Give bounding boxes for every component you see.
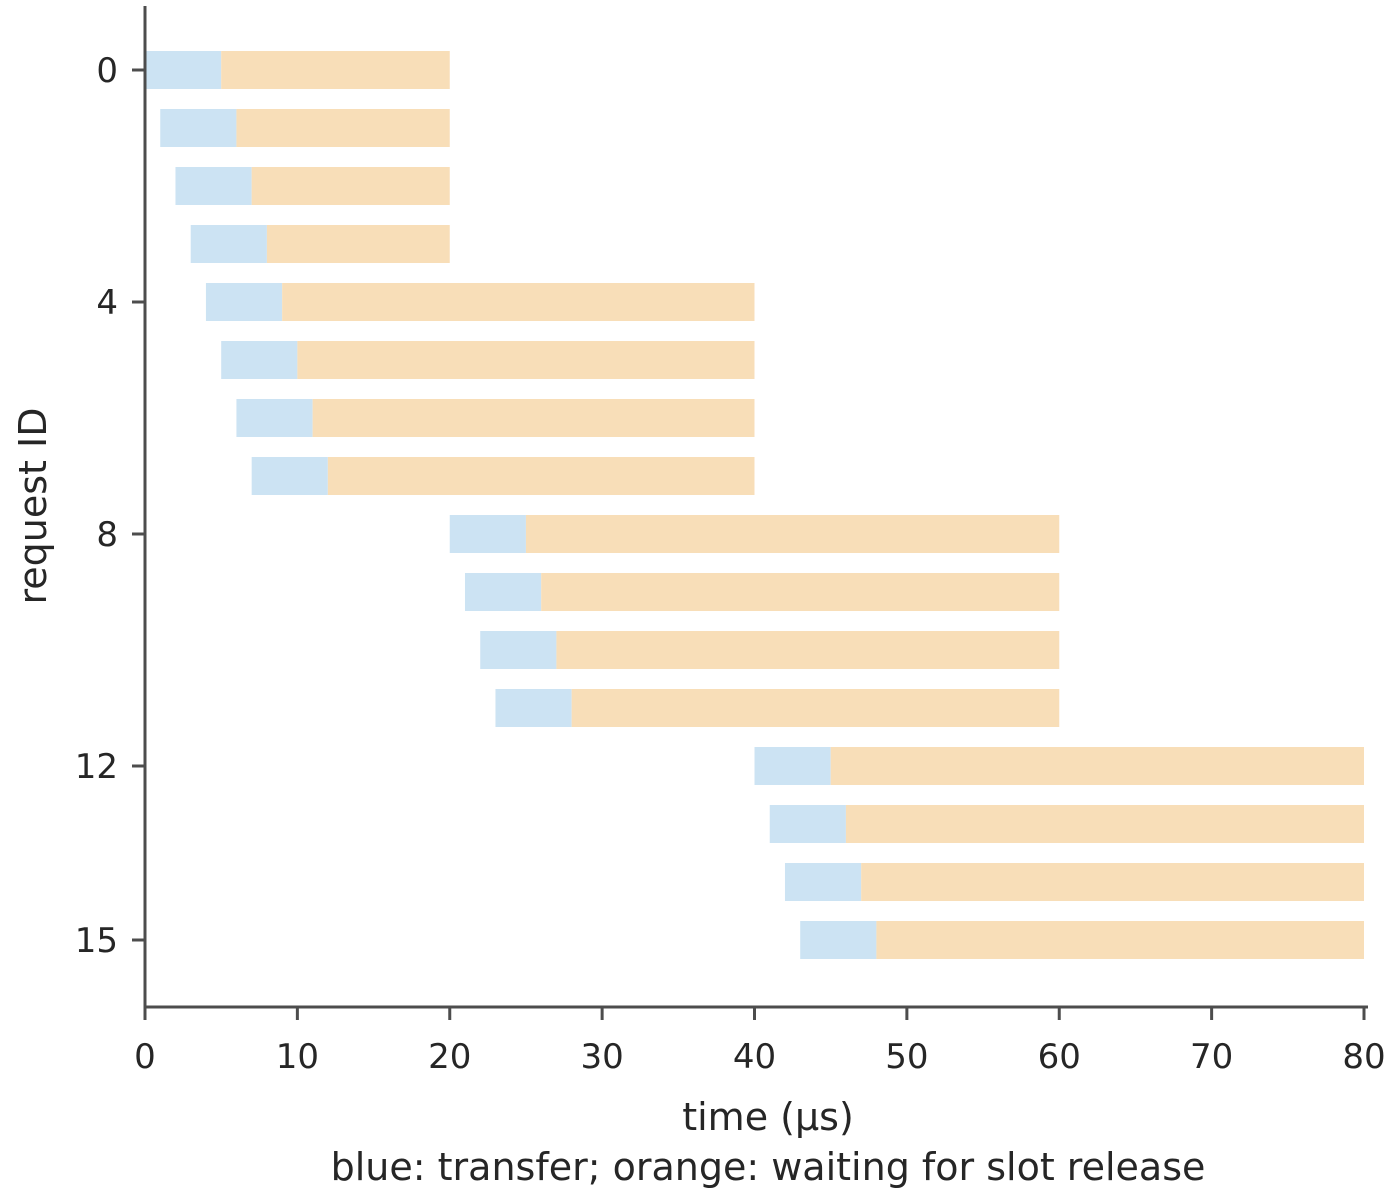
y-axis-label: request ID [11, 408, 55, 605]
transfer-bar-request-7 [251, 457, 328, 495]
x-ticks: 0 10 20 30 40 50 60 70 80 [134, 1008, 1386, 1077]
waiting-bar-request-5 [297, 341, 755, 379]
transfer-bar-request-10 [480, 631, 557, 669]
transfer-bar-request-3 [190, 225, 267, 263]
y-ticks: 0 4 8 12 15 [75, 51, 145, 961]
y-tick-label: 15 [75, 921, 118, 961]
waiting-bar-request-3 [266, 225, 450, 263]
x-tick-label: 0 [134, 1037, 156, 1077]
x-tick-label: 70 [1190, 1037, 1233, 1077]
waiting-bar-request-12 [830, 747, 1364, 785]
x-tick-label: 20 [428, 1037, 471, 1077]
x-tick-label: 80 [1342, 1037, 1385, 1077]
x-axis-label: time (µs) [682, 1095, 854, 1139]
transfer-bar-request-8 [449, 515, 526, 553]
transfer-bar-request-14 [784, 863, 862, 901]
transfer-bar-request-1 [160, 109, 237, 147]
transfer-bar-request-15 [800, 921, 877, 959]
transfer-bar-request-11 [495, 689, 572, 727]
x-tick-label: 40 [733, 1037, 776, 1077]
waiting-bar-request-7 [327, 457, 755, 495]
axes-layer [143, 6, 1368, 1009]
waiting-bar-request-9 [541, 573, 1060, 611]
waiting-bar-request-14 [861, 863, 1364, 901]
transfer-bar-request-13 [769, 805, 846, 843]
transfer-bar-request-6 [236, 399, 313, 437]
transfer-bar-request-9 [464, 573, 542, 611]
transfer-bar-request-12 [754, 747, 831, 785]
y-tick-label: 4 [96, 283, 118, 323]
waiting-bar-request-0 [221, 51, 450, 89]
waiting-bar-request-8 [525, 515, 1060, 553]
chart-caption: blue: transfer; orange: waiting for slot… [331, 1145, 1206, 1189]
y-tick-label: 8 [96, 515, 118, 555]
waiting-bar-request-13 [845, 805, 1364, 843]
transfer-bar-request-5 [221, 341, 298, 379]
y-tick-label: 12 [75, 747, 118, 787]
bars-layer [145, 51, 1364, 959]
transfer-bar-request-0 [145, 51, 222, 89]
waiting-bar-request-4 [282, 283, 755, 321]
x-tick-label: 30 [580, 1037, 623, 1077]
y-tick-label: 0 [96, 51, 118, 91]
waiting-bar-request-1 [236, 109, 450, 147]
waiting-bar-request-6 [312, 399, 755, 437]
transfer-bar-request-4 [205, 283, 283, 321]
x-tick-label: 50 [885, 1037, 928, 1077]
waiting-bar-request-10 [556, 631, 1060, 669]
x-tick-label: 10 [276, 1037, 319, 1077]
waiting-bar-request-15 [876, 921, 1364, 959]
waiting-bar-request-2 [251, 167, 450, 205]
transfer-bar-request-2 [175, 167, 252, 205]
x-tick-label: 60 [1038, 1037, 1081, 1077]
waiting-bar-request-11 [571, 689, 1060, 727]
